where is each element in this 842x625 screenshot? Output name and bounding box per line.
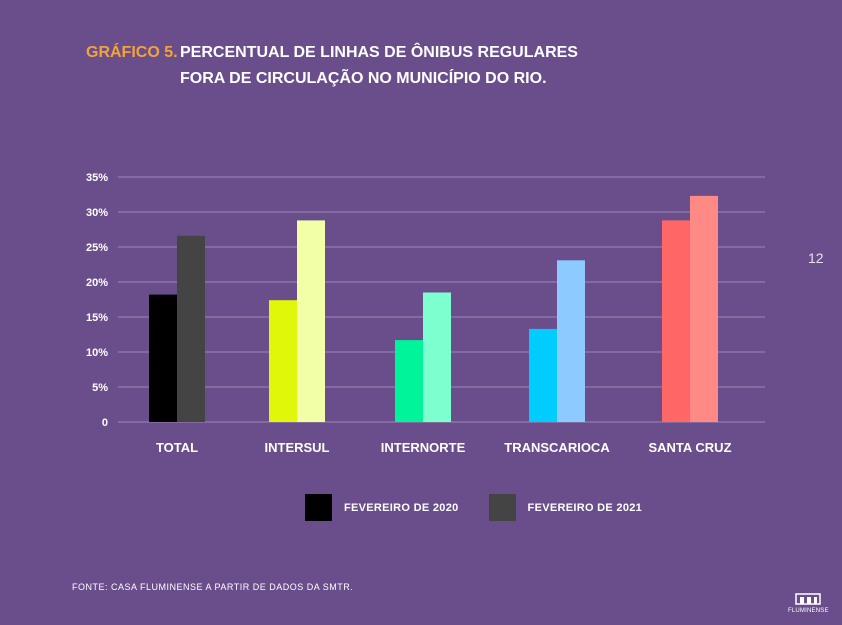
page-number: 12 xyxy=(808,250,824,266)
bar-intersul-2020 xyxy=(269,300,297,422)
chart-title-text: PERCENTUAL DE LINHAS DE ÔNIBUS REGULARES… xyxy=(180,40,578,92)
bar-santa-cruz-2021 xyxy=(690,195,718,422)
x-category-label: INTERSUL xyxy=(265,440,330,455)
chart-title: GRÁFICO 5. PERCENTUAL DE LINHAS DE ÔNIBU… xyxy=(86,40,578,92)
bar-total-2021 xyxy=(177,235,205,422)
y-tick-label: 35% xyxy=(86,172,108,184)
chart-title-line-2: FORA DE CIRCULAÇÃO NO MUNICÍPIO DO RIO. xyxy=(180,70,547,87)
bar-internorte-2021 xyxy=(423,292,451,422)
bar-santa-cruz-2020 xyxy=(662,220,690,422)
bar-intersul-2021 xyxy=(297,220,325,422)
legend-prefix-2021: FEVEREIRO DE xyxy=(527,501,617,514)
legend-item-2021: FEVEREIRO DE 2021 xyxy=(488,494,643,521)
y-tick-label: 20% xyxy=(86,277,108,289)
logo-text: FLUMINENSE xyxy=(788,608,829,614)
y-tick-label: 10% xyxy=(86,347,108,359)
chart-title-line-1: PERCENTUAL DE LINHAS DE ÔNIBUS REGULARES xyxy=(180,44,578,61)
legend-label-2021: FEVEREIRO DE 2021 xyxy=(528,502,643,514)
legend-year-2021: 2021 xyxy=(616,501,643,514)
x-category-label: TRANSCARIOCA xyxy=(504,440,610,455)
bar-internorte-2020 xyxy=(395,340,423,422)
chart-legend: FEVEREIRO DE 2020 FEVEREIRO DE 2021 xyxy=(305,494,672,521)
logo-mark-icon xyxy=(795,593,821,605)
source-note: FONTE: CASA FLUMINENSE A PARTIR DE DADOS… xyxy=(72,582,354,592)
x-category-label: SANTA CRUZ xyxy=(648,440,731,455)
bar-transcarioca-2021 xyxy=(557,260,585,422)
legend-item-2020: FEVEREIRO DE 2020 xyxy=(305,494,459,521)
y-tick-label: 30% xyxy=(86,207,108,219)
y-tick-label: 25% xyxy=(86,242,108,254)
x-category-label: TOTAL xyxy=(156,440,198,455)
y-tick-label: 15% xyxy=(86,312,108,324)
x-category-label: INTERNORTE xyxy=(381,440,466,455)
y-tick-label: 5% xyxy=(92,382,108,394)
legend-prefix-2020: FEVEREIRO DE xyxy=(344,501,433,514)
legend-label-2020: FEVEREIRO DE 2020 xyxy=(344,502,459,514)
legend-year-2020: 2020 xyxy=(432,501,459,514)
y-tick-label: 0 xyxy=(102,417,108,429)
bar-transcarioca-2020 xyxy=(529,328,557,422)
bar-total-2020 xyxy=(149,294,177,422)
chart-number: GRÁFICO 5. xyxy=(86,44,178,61)
legend-swatch-2020 xyxy=(305,494,332,521)
legend-swatch-2021 xyxy=(488,494,516,521)
bar-chart: 0 5% 10% 15% 20% 25% 30% 35% TOTAL INTERSUL INTERN… xyxy=(86,172,765,455)
casa-fluminense-logo-icon: FLUMINENSE xyxy=(788,590,828,616)
